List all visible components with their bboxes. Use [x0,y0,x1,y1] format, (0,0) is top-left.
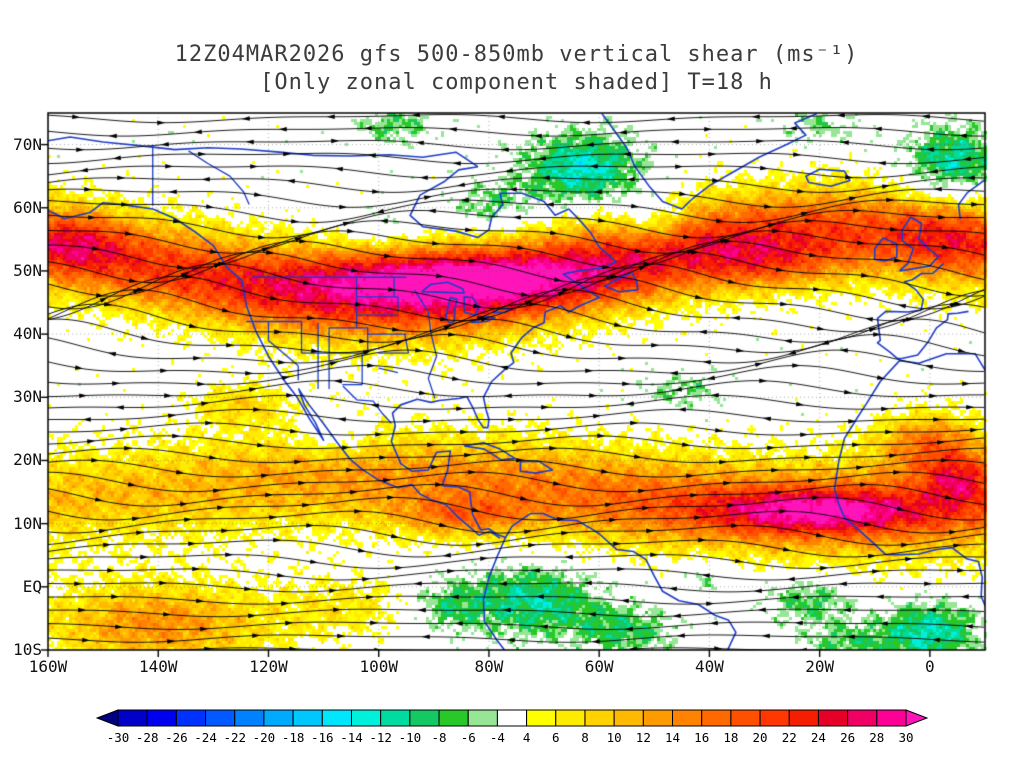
colorbar-cell [584,709,615,727]
colorbar-tick-label: -10 [399,730,422,745]
colorbar-cell [175,709,207,727]
colorbar-cell [672,709,703,727]
colorbar-cell [613,709,644,727]
colorbar-cell [117,709,148,727]
colorbar-tick-label: -30 [107,730,130,745]
colorbar-tick-label: 26 [840,730,855,745]
x-axis-label: 20W [805,657,835,676]
x-axis-label: 80W [474,657,504,676]
colorbar-left-arrow [95,709,119,727]
y-axis-label: 30N [13,387,42,407]
colorbar-cell [438,709,469,727]
colorbar-cell [467,709,498,727]
colorbar-tick-label: 22 [782,730,797,745]
colorbar-cell [555,709,586,727]
chart-title-line2: [Only zonal component shaded] T=18 h [260,70,773,95]
x-axis-label: 40W [694,657,724,676]
colorbar-tick-label: -26 [165,730,188,745]
y-axis-label: 20N [13,450,42,470]
colorbar-tick-label: 6 [552,730,560,745]
y-axis-label: 60N [13,197,42,217]
colorbar-tick-label: 8 [581,730,589,745]
colorbar-cell [263,709,294,727]
colorbar-cell [292,709,323,727]
colorbar-right-arrow [905,709,929,727]
colorbar: -30 -28 -26 -24 -22 -20 -18 -16 -14 -12 -10 -8 -6 -4 4… [95,709,929,755]
colorbar-tick-label: -14 [340,730,363,745]
colorbar-tick-label: -4 [490,730,505,745]
colorbar-tick-label: -6 [461,730,476,745]
colorbar-tick-label: 4 [523,730,531,745]
y-axis-label: 50N [13,260,42,280]
colorbar-cell [205,709,236,727]
y-axis-label: 40N [13,324,42,344]
colorbar-cell [847,709,878,727]
colorbar-tick-label: 14 [665,730,680,745]
colorbar-tick-label: 12 [636,730,651,745]
y-axis-label: 10N [13,513,42,533]
x-axis-label: 0 [925,657,935,676]
y-axis-label: 70N [13,134,42,154]
colorbar-cell [701,709,732,727]
y-axis-label: 10S [13,640,42,659]
colorbar-tick-label: -12 [369,730,392,745]
colorbar-tick-label: 16 [694,730,709,745]
colorbar-cell [730,709,761,727]
colorbar-cell [409,709,440,727]
colorbar-cell [496,709,528,727]
colorbar-tick-label: -22 [223,730,246,745]
colorbar-tick-label: 30 [898,730,913,745]
colorbar-cell [380,709,411,727]
x-axis-label: 60W [584,657,614,676]
colorbar-cell [642,709,674,727]
colorbar-tick-label: -8 [432,730,447,745]
colorbar-tick-label: -28 [136,730,159,745]
colorbar-cell [788,709,819,727]
colorbar-cell [234,709,265,727]
colorbar-cell [876,709,907,727]
colorbar-tick-label: 18 [723,730,738,745]
y-axis-label: EQ [22,576,42,596]
colorbar-tick-label: 20 [753,730,768,745]
colorbar-tick-label: -16 [311,730,334,745]
colorbar-tick-label: -18 [282,730,305,745]
colorbar-tick-label: -20 [253,730,276,745]
x-axis-label: 120W [249,657,288,676]
colorbar-cell [146,709,177,727]
x-axis-label: 160W [28,657,68,676]
colorbar-cell [350,709,382,727]
colorbar-tick-label: 10 [607,730,622,745]
x-axis-label: 140W [138,657,178,676]
x-axis-label: 100W [359,657,398,676]
colorbar-cell [817,709,849,727]
colorbar-cell [526,709,557,727]
colorbar-cell [759,709,790,727]
colorbar-tick-label: 28 [869,730,884,745]
colorbar-svg: -30 -28 -26 -24 -22 -20 -18 -16 -14 -12 -10 -8 -6 -4 4… [95,709,929,745]
colorbar-tick-label: 24 [811,730,826,745]
colorbar-tick-label: -24 [194,730,217,745]
chart-title-line1: 12Z04MAR2026 gfs 500-850mb vertical shea… [174,42,859,67]
colorbar-cell [321,709,352,727]
